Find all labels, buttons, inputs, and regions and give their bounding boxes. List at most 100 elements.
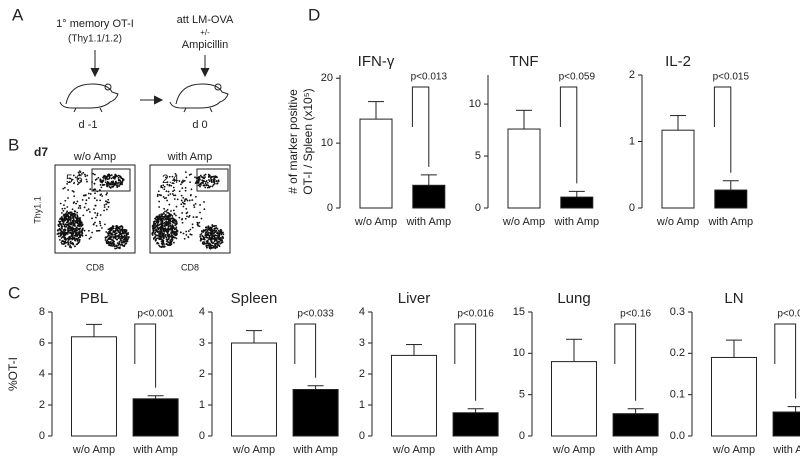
- flow-dot: [122, 240, 125, 243]
- y-tick-label: 0: [629, 202, 635, 214]
- flow-dot: [168, 221, 171, 224]
- flow-dot: [82, 171, 85, 174]
- flow-dot: [63, 225, 66, 228]
- flow-dot: [170, 184, 173, 187]
- flow-dot: [164, 176, 167, 179]
- flow-dot: [208, 245, 211, 248]
- flow-dot: [110, 244, 113, 247]
- flow-dot: [62, 240, 64, 243]
- flow-dot: [68, 181, 71, 183]
- flow-dot: [64, 234, 67, 236]
- flow-dot: [118, 181, 120, 184]
- flow-dot: [103, 204, 106, 206]
- flow-dot: [203, 184, 206, 186]
- chart-title: TNF: [509, 53, 538, 70]
- flow-dot: [209, 238, 212, 241]
- flow-dot: [83, 229, 86, 232]
- flow-dot: [106, 192, 108, 194]
- flow-dot: [168, 235, 170, 238]
- flow-dot: [221, 241, 224, 244]
- flow-dot: [181, 212, 184, 214]
- flow-dot: [69, 177, 71, 180]
- flow-dot: [118, 243, 121, 246]
- flow-dot: [185, 234, 188, 236]
- flow-dot: [99, 183, 102, 186]
- flow-dot: [167, 194, 170, 197]
- flow-dot: [75, 202, 78, 205]
- flow-dot: [205, 246, 208, 249]
- flow-dot: [105, 203, 108, 206]
- y-axis-label: OT-I / Spleen (x10⁵): [301, 88, 315, 194]
- flow-dot: [107, 206, 110, 208]
- flow-dot: [112, 239, 114, 242]
- x-tick-label: w/o Amp: [354, 216, 397, 228]
- flow-dot: [158, 206, 161, 208]
- flow-dot: [199, 239, 202, 242]
- flow-dot: [64, 245, 67, 248]
- flow-dot: [151, 234, 154, 236]
- flow-dot: [73, 201, 76, 204]
- flow-dot: [103, 223, 106, 226]
- flow-dot: [105, 240, 108, 243]
- diagram-arrows: [90, 50, 210, 105]
- bar: [391, 354, 437, 437]
- x-tick-label: w/o Amp: [232, 444, 275, 456]
- flow-dot: [101, 195, 104, 197]
- flow-dot: [183, 237, 186, 240]
- flow-dot: [206, 181, 209, 184]
- flow-dot: [187, 236, 190, 239]
- flow-dot: [76, 183, 79, 186]
- bar: [507, 128, 541, 209]
- flow-dot: [214, 246, 216, 249]
- flow-dot: [93, 182, 96, 185]
- flow-dot: [108, 241, 111, 244]
- flow-dot: [74, 239, 77, 242]
- flow-dot: [208, 186, 211, 189]
- flow-dot: [154, 236, 157, 238]
- flow-dot: [86, 180, 88, 183]
- flow-dot: [216, 232, 218, 235]
- flow-dot: [160, 194, 162, 197]
- flow-dot: [164, 210, 166, 213]
- flow-dot: [97, 229, 100, 232]
- flow-dot: [190, 233, 193, 236]
- flow-dot: [152, 225, 155, 228]
- flow-dot: [175, 221, 178, 224]
- flow-dot: [115, 181, 118, 184]
- flow-dot: [182, 179, 184, 182]
- flow-dot: [165, 243, 168, 245]
- flow-dot: [180, 194, 183, 197]
- flow-dot: [208, 236, 211, 239]
- flow-dot: [156, 234, 159, 237]
- x-tick-label: w/o Amp: [392, 444, 435, 456]
- x-tick-label: with Amp: [292, 444, 338, 456]
- flow-dot: [121, 231, 124, 234]
- flow-dot: [169, 215, 171, 218]
- flow-dot: [161, 219, 163, 222]
- flow-dot: [76, 200, 79, 203]
- flow-dot: [80, 222, 83, 225]
- flow-dot: [122, 232, 125, 235]
- flow-title: with Amp: [167, 151, 213, 163]
- flow-dot: [153, 232, 156, 235]
- flow-dot: [123, 234, 126, 237]
- flow-dot: [61, 207, 64, 210]
- flow-dot: [76, 224, 79, 227]
- flow-dot: [60, 212, 63, 214]
- y-tick-label: 10: [513, 347, 525, 359]
- flow-dot: [76, 221, 79, 224]
- flow-dot: [82, 194, 85, 197]
- flow-dot: [81, 234, 83, 236]
- flow-dot: [205, 231, 208, 234]
- y-tick-label: 1: [629, 135, 635, 147]
- p-value: p<0.001: [137, 309, 174, 320]
- flow-dot: [78, 231, 80, 233]
- y-tick-label: 10: [469, 98, 481, 110]
- flow-dot: [205, 236, 208, 239]
- flow-dot: [76, 235, 78, 238]
- flow-dot: [169, 240, 172, 243]
- flow-dot: [112, 176, 115, 179]
- flow-dot: [213, 176, 216, 179]
- flow-dot: [215, 226, 218, 229]
- gate-value: 2.4: [162, 172, 179, 186]
